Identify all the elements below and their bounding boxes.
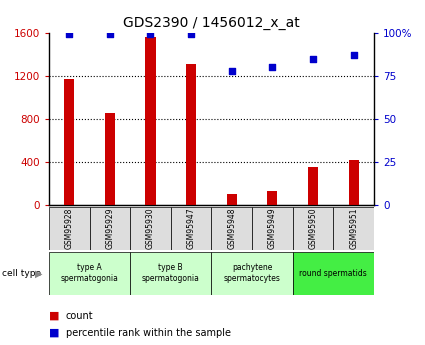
Bar [211,252,293,295]
Text: GSM95929: GSM95929 [105,208,114,249]
Bar [130,207,171,250]
Bar [49,207,90,250]
Bar [105,113,115,205]
Text: round spermatids: round spermatids [300,269,367,278]
Bar [145,37,156,205]
Point [310,56,317,61]
Text: GSM95930: GSM95930 [146,208,155,249]
Bar [333,207,374,250]
Bar [49,252,130,295]
Point [350,52,357,58]
Text: GSM95947: GSM95947 [187,208,196,249]
Text: type B
spermatogonia: type B spermatogonia [142,263,200,284]
Bar [293,252,374,295]
Bar [171,207,211,250]
Bar [227,195,237,205]
Bar [293,207,333,250]
Point [228,68,235,73]
Bar [90,207,130,250]
Text: GSM95951: GSM95951 [349,208,358,249]
Bar [211,207,252,250]
Text: ■: ■ [49,328,60,338]
Text: GSM95950: GSM95950 [309,208,317,249]
Bar [252,207,293,250]
Title: GDS2390 / 1456012_x_at: GDS2390 / 1456012_x_at [123,16,300,30]
Text: pachytene
spermatocytes: pachytene spermatocytes [224,263,280,284]
Bar [267,191,278,205]
Point [269,65,276,70]
Text: ■: ■ [49,311,60,321]
Text: GSM95948: GSM95948 [227,208,236,249]
Bar [130,252,211,295]
Bar [186,64,196,205]
Point [188,32,195,37]
Text: type A
spermatogonia: type A spermatogonia [61,263,119,284]
Text: percentile rank within the sample: percentile rank within the sample [66,328,231,338]
Bar [348,160,359,205]
Bar [308,167,318,205]
Text: ▶: ▶ [35,268,42,278]
Bar [64,79,74,205]
Point [106,32,113,37]
Text: GSM95949: GSM95949 [268,208,277,249]
Point [66,32,73,37]
Text: count: count [66,311,94,321]
Point [147,32,154,37]
Text: GSM95928: GSM95928 [65,208,74,249]
Text: cell type: cell type [2,269,41,278]
